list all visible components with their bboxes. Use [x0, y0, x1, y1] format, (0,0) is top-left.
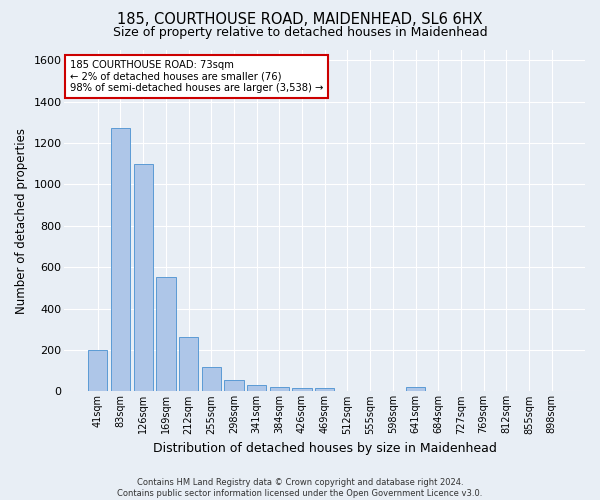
- Text: 185 COURTHOUSE ROAD: 73sqm
← 2% of detached houses are smaller (76)
98% of semi-: 185 COURTHOUSE ROAD: 73sqm ← 2% of detac…: [70, 60, 323, 94]
- Bar: [247, 385, 266, 392]
- Bar: [179, 336, 198, 392]
- X-axis label: Distribution of detached houses by size in Maidenhead: Distribution of detached houses by size …: [153, 442, 497, 455]
- Bar: [134, 164, 153, 392]
- Bar: [111, 128, 130, 392]
- Text: Size of property relative to detached houses in Maidenhead: Size of property relative to detached ho…: [113, 26, 487, 39]
- Bar: [406, 388, 425, 392]
- Bar: [202, 366, 221, 392]
- Bar: [292, 388, 311, 392]
- Bar: [269, 388, 289, 392]
- Bar: [156, 276, 176, 392]
- Bar: [224, 380, 244, 392]
- Bar: [315, 388, 334, 392]
- Bar: [88, 350, 107, 392]
- Text: Contains HM Land Registry data © Crown copyright and database right 2024.
Contai: Contains HM Land Registry data © Crown c…: [118, 478, 482, 498]
- Text: 185, COURTHOUSE ROAD, MAIDENHEAD, SL6 6HX: 185, COURTHOUSE ROAD, MAIDENHEAD, SL6 6H…: [117, 12, 483, 28]
- Y-axis label: Number of detached properties: Number of detached properties: [15, 128, 28, 314]
